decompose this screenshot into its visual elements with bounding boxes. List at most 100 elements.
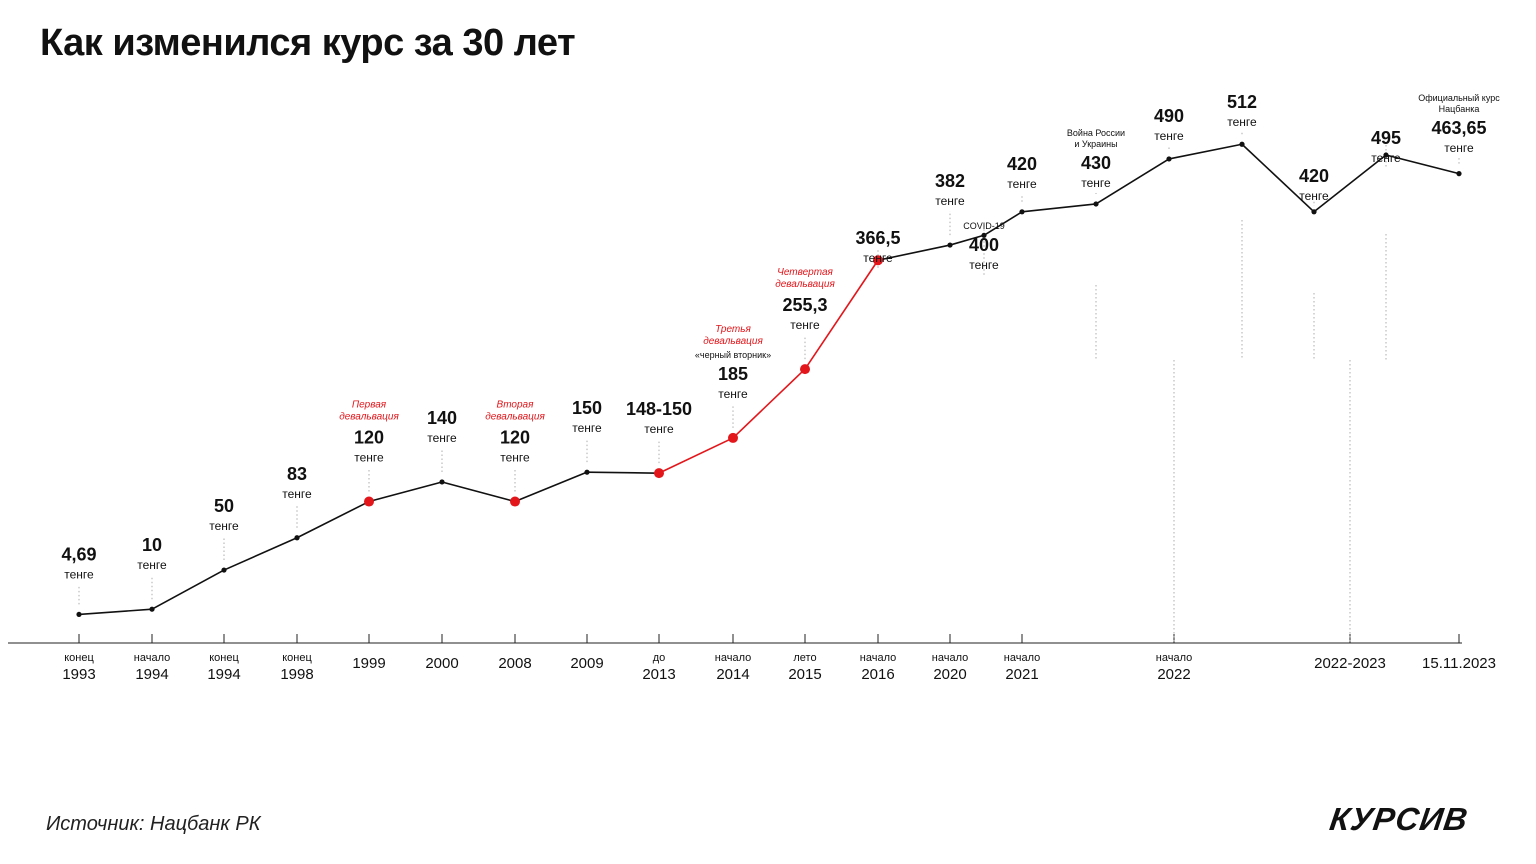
series-segment: [1241, 143, 1315, 213]
x-tick-label: 2022-2023: [1314, 655, 1386, 672]
data-label: 148-150: [626, 399, 692, 419]
series-segment: [586, 471, 660, 474]
data-label: 420: [1007, 154, 1037, 174]
data-label: 50: [214, 496, 234, 516]
x-tick-label: 2020: [933, 666, 966, 683]
series-segment: [732, 368, 806, 439]
series-segment: [877, 244, 951, 262]
chart-title: Как изменился курс за 30 лет: [40, 22, 576, 64]
data-point: [439, 479, 445, 485]
data-label-unit: тенге: [209, 519, 239, 533]
series-segment: [804, 259, 879, 370]
x-tick-label-top: начало: [932, 652, 968, 664]
series-segment: [151, 569, 225, 610]
x-tick-label: 1994: [207, 666, 240, 683]
event-note: Война России: [1067, 128, 1125, 138]
series-segment: [514, 471, 588, 503]
data-label-unit: тенге: [1081, 176, 1111, 190]
event-note: COVID-19: [963, 221, 1005, 231]
x-tick-label: 15.11.2023: [1422, 655, 1496, 672]
devaluation-point: [510, 496, 520, 507]
devaluation-point: [873, 255, 883, 266]
series-segment: [296, 500, 370, 539]
data-label: 382: [935, 171, 965, 191]
x-tick-label: 2009: [570, 655, 603, 672]
devaluation-note: Первая: [352, 400, 387, 411]
x-tick-label-top: конец: [64, 652, 94, 664]
source-note: Источник: Нацбанк РК: [46, 813, 261, 835]
x-tick-label-top: лето: [793, 652, 816, 664]
data-label-unit: тенге: [1227, 115, 1257, 129]
data-label: 400: [969, 235, 999, 255]
data-label: 83: [287, 464, 307, 484]
series-segment: [949, 234, 985, 246]
x-tick-label: 2008: [498, 655, 531, 672]
devaluation-note: Третья: [715, 324, 751, 335]
data-label-unit: тенге: [137, 558, 167, 572]
x-tick-label-top: конец: [209, 652, 239, 664]
data-label-unit: тенге: [427, 431, 457, 445]
x-tick-label: 1993: [62, 666, 95, 683]
data-label: 120: [354, 428, 384, 448]
series-segment: [1313, 154, 1387, 213]
devaluation-point: [364, 496, 374, 507]
series-segment: [78, 608, 153, 616]
x-tick-label-top: начало: [1156, 652, 1192, 664]
series-segment: [658, 437, 734, 474]
data-point: [149, 606, 155, 612]
event-note: и Украины: [1074, 139, 1117, 149]
x-tick-label: 1998: [280, 666, 313, 683]
data-point: [1239, 141, 1245, 147]
data-label: 366,5: [855, 228, 900, 248]
devaluation-note: девальвация: [775, 279, 835, 290]
devaluation-point: [654, 468, 664, 479]
data-label: 512: [1227, 92, 1257, 112]
data-point: [1019, 209, 1025, 215]
x-tick-label: 1999: [352, 655, 385, 672]
data-point: [1093, 201, 1099, 207]
data-label: 490: [1154, 106, 1184, 126]
series-segment: [368, 481, 443, 503]
brand-logo: КУРСИВ: [1327, 801, 1471, 837]
data-label: 140: [427, 408, 457, 428]
data-label-unit: тенге: [64, 567, 94, 581]
data-label-unit: тенге: [1007, 177, 1037, 191]
x-tick-label: 1994: [135, 666, 168, 683]
x-tick-label: 2014: [716, 666, 749, 683]
x-tick-label: 2022: [1157, 666, 1190, 683]
data-label-unit: тенге: [572, 421, 602, 435]
data-label-unit: тенге: [718, 387, 748, 401]
data-label: 430: [1081, 153, 1111, 173]
data-point: [1456, 171, 1462, 177]
event-note: «черный вторник»: [695, 350, 771, 360]
data-label: 185: [718, 364, 748, 384]
devaluation-point: [800, 364, 810, 375]
data-label-unit: тенге: [500, 451, 530, 465]
data-point: [981, 232, 987, 238]
x-tick-label-top: конец: [282, 652, 312, 664]
devaluation-note: девальвация: [703, 336, 763, 347]
data-point: [221, 567, 227, 573]
data-label-unit: тенге: [969, 258, 999, 272]
data-label-unit: тенге: [1154, 129, 1184, 143]
data-label: 495: [1371, 128, 1401, 148]
data-label-unit: тенге: [354, 451, 384, 465]
data-label-unit: тенге: [1444, 141, 1474, 155]
data-label: 4,69: [61, 544, 96, 564]
data-label-unit: тенге: [790, 318, 820, 332]
devaluation-note: девальвация: [485, 412, 545, 423]
data-point: [1311, 209, 1317, 215]
data-label-unit: тенге: [1371, 151, 1401, 165]
x-tick-label: 2013: [642, 666, 675, 683]
x-tick-label-top: начало: [860, 652, 896, 664]
data-label: 255,3: [782, 295, 827, 315]
x-tick-label: 2016: [861, 666, 894, 683]
data-label: 120: [500, 428, 530, 448]
series-segment: [1095, 158, 1170, 205]
series-segment: [983, 211, 1023, 236]
data-label: 463,65: [1431, 118, 1486, 138]
devaluation-note: Вторая: [497, 400, 535, 411]
series-segment: [1168, 143, 1243, 160]
data-point: [294, 535, 300, 541]
x-tick-label-top: начало: [134, 652, 170, 664]
